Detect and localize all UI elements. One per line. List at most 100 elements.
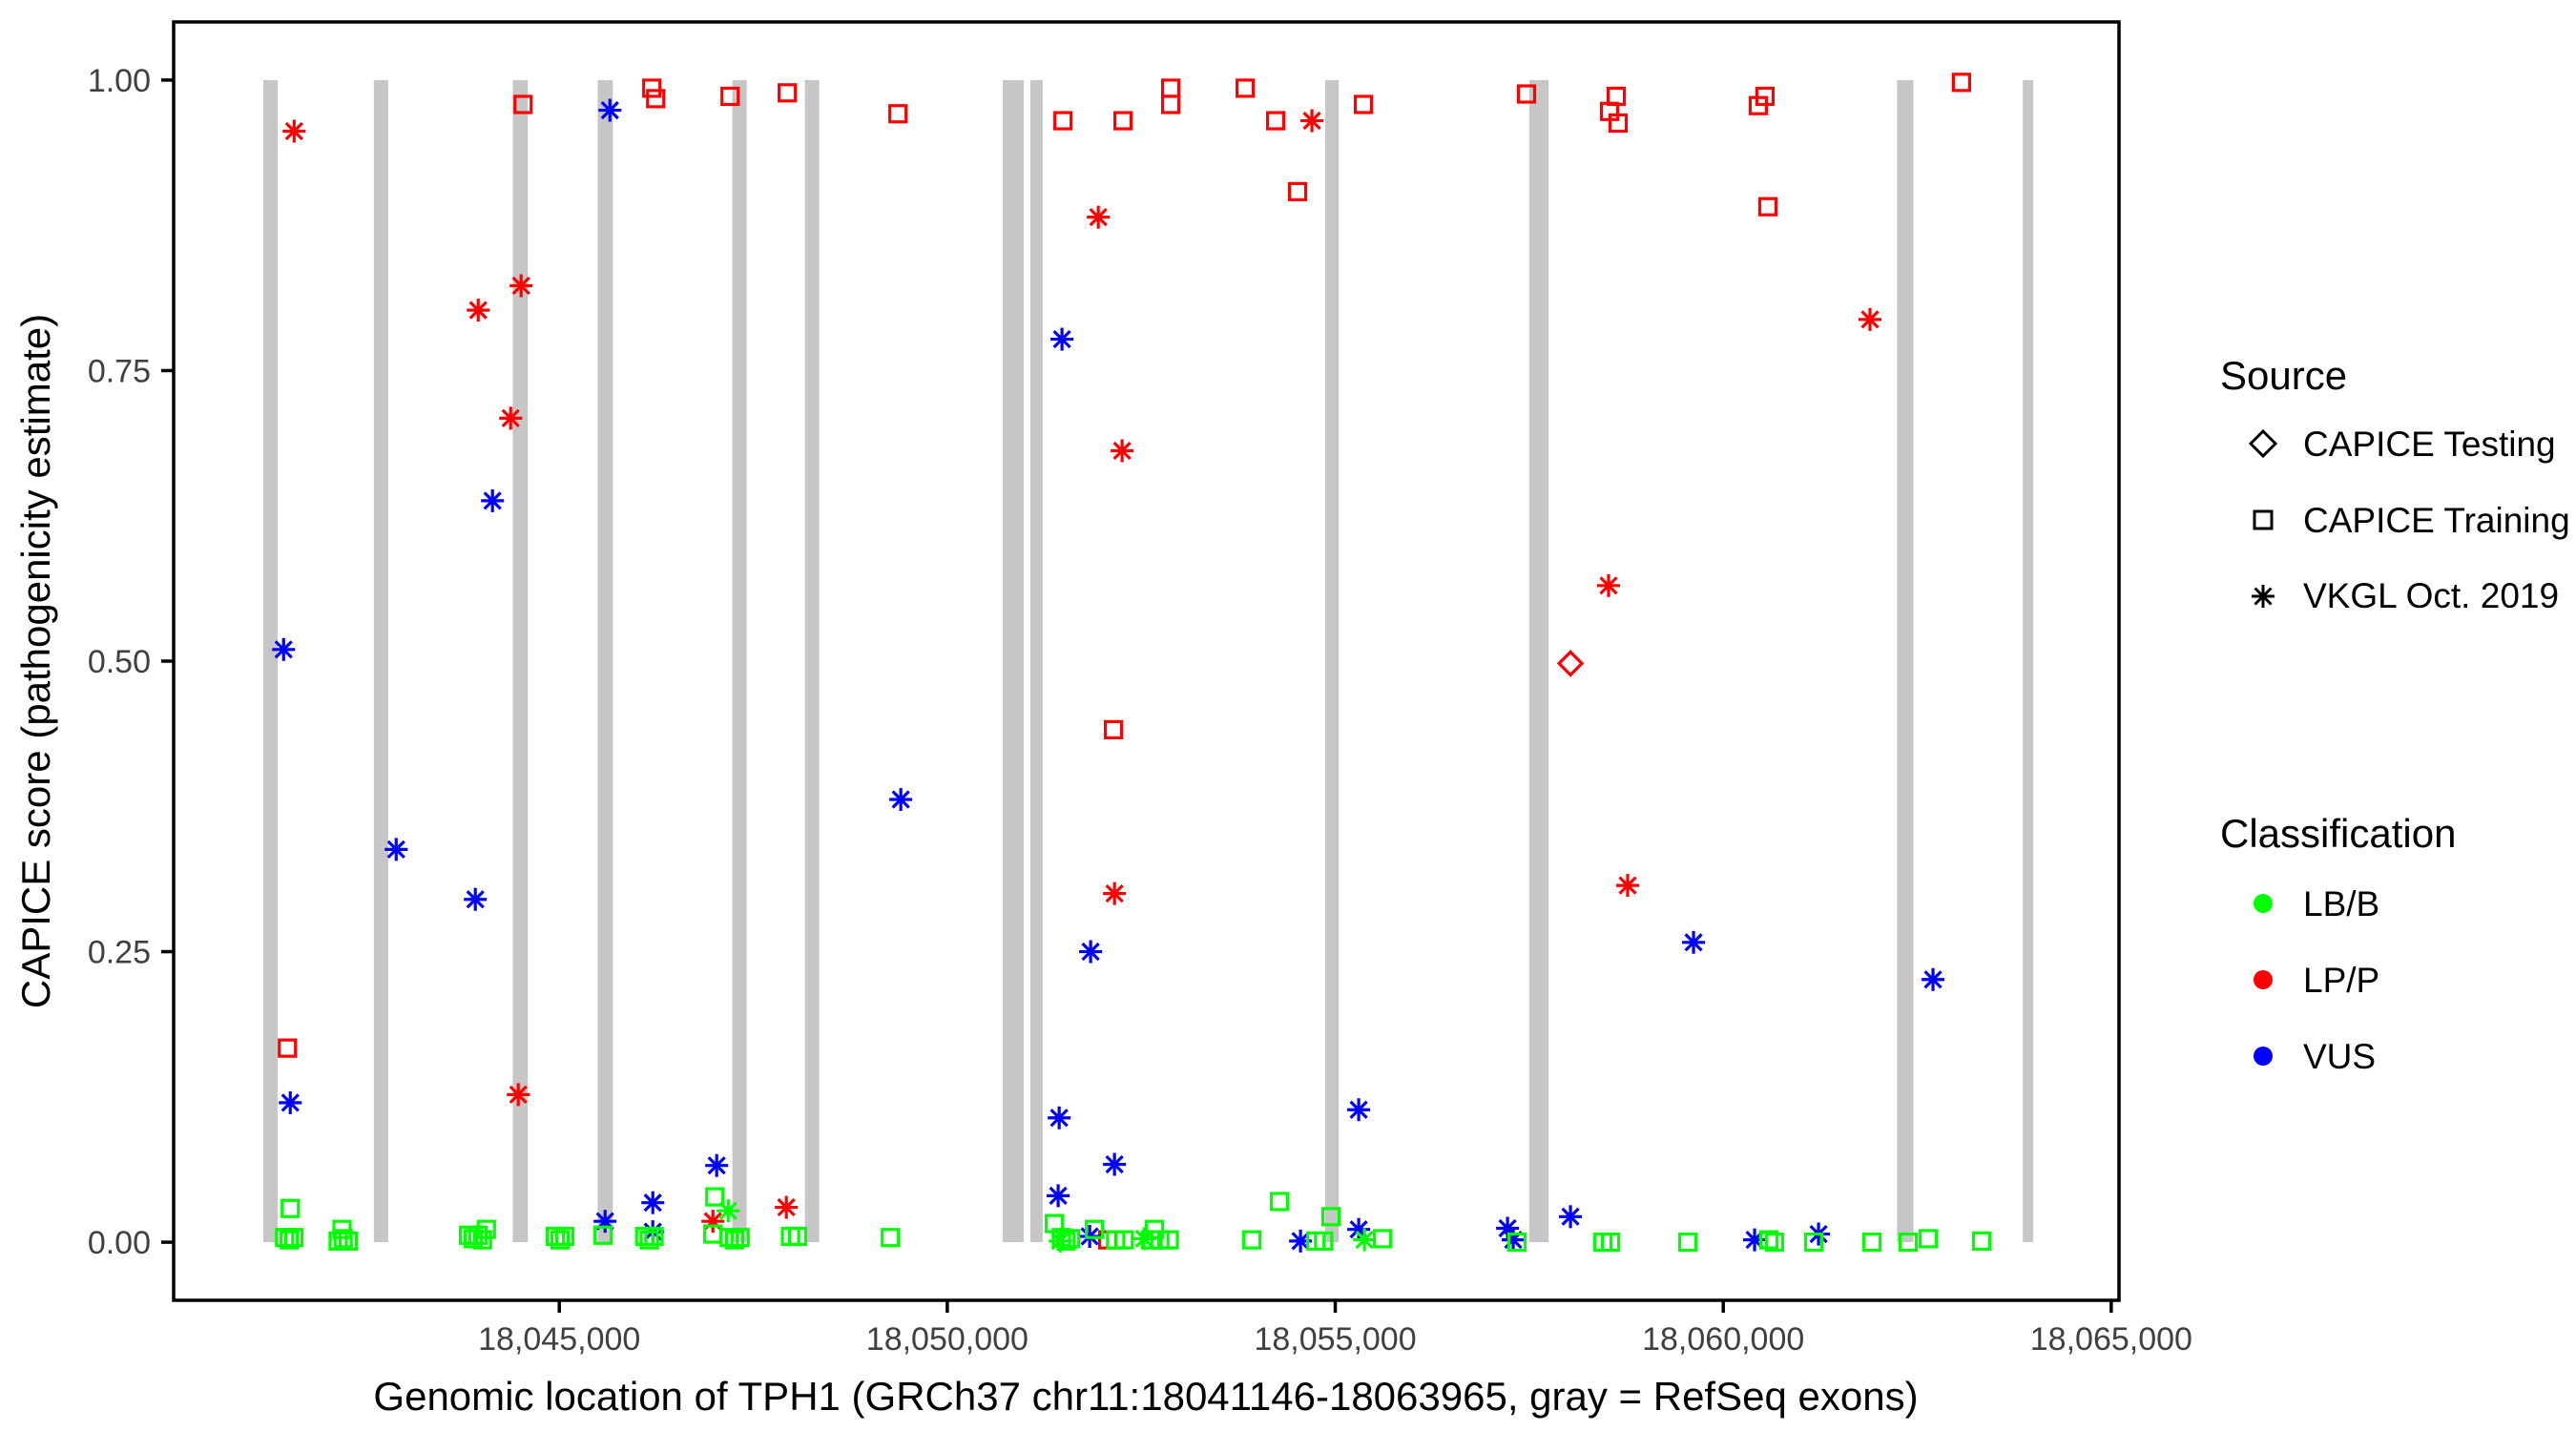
- data-point-square: [278, 1038, 298, 1058]
- data-point-square: [593, 1225, 613, 1245]
- data-point-asterisk: [384, 838, 408, 861]
- asterisk-arm: [466, 890, 485, 909]
- legend-source-title: Source: [2220, 353, 2347, 398]
- data-point-square: [1053, 111, 1073, 131]
- data-point-square: [1287, 181, 1308, 201]
- data-point-square: [472, 1230, 492, 1250]
- exon-bar: [804, 79, 820, 1243]
- asterisk-arm: [1618, 876, 1637, 895]
- data-point-square: [333, 1229, 353, 1249]
- data-point-square: [338, 1231, 359, 1251]
- asterisk-arm: [386, 840, 405, 859]
- data-point-square: [642, 78, 662, 98]
- asterisk-arm: [1923, 970, 1942, 989]
- x-tick-label: 18,050,000: [866, 1321, 1028, 1358]
- asterisk-arm: [1134, 1229, 1153, 1249]
- data-point-asterisk: [464, 887, 488, 911]
- asterisk-arm: [643, 1193, 662, 1213]
- legend-item-vus: VUS: [2254, 1037, 2376, 1076]
- data-point-square: [1161, 78, 1181, 98]
- data-point-asterisk: [1047, 1184, 1070, 1208]
- data-point-asterisk: [507, 1083, 530, 1107]
- data-point-square: [730, 1228, 750, 1248]
- legend-item-lbb: LB/B: [2254, 884, 2379, 923]
- data-point-square: [1103, 719, 1124, 739]
- asterisk-arm: [891, 790, 910, 809]
- data-point-square: [1265, 111, 1286, 131]
- data-point-square: [1114, 1230, 1134, 1250]
- asterisk-arm: [501, 408, 520, 428]
- data-point-diamond: [1556, 650, 1585, 677]
- legend-item-label: CAPICE Training: [2303, 501, 2570, 540]
- data-point-square: [646, 89, 666, 109]
- data-point-square: [280, 1230, 300, 1250]
- data-point-square: [1951, 73, 1971, 93]
- legend-item-lpp: LP/P: [2254, 961, 2379, 1000]
- legend-item-label: LB/B: [2303, 884, 2379, 923]
- legend: Source CAPICE Testing CAPICE Training VK…: [2220, 353, 2570, 1076]
- data-point-asterisk: [499, 406, 523, 430]
- exon-bar: [1003, 79, 1024, 1243]
- asterisk-arm: [1049, 1109, 1069, 1128]
- data-point-asterisk: [1353, 1228, 1377, 1252]
- data-point-asterisk: [1300, 109, 1324, 133]
- asterisk-arm: [1860, 310, 1880, 329]
- legend-item-label: VUS: [2303, 1037, 2376, 1076]
- data-point-square: [888, 104, 908, 124]
- legend-item-label: CAPICE Testing: [2303, 425, 2556, 464]
- asterisk-arm: [1089, 208, 1108, 227]
- data-point-asterisk: [1111, 439, 1134, 463]
- data-point-square: [1314, 1231, 1334, 1251]
- data-point-square: [1898, 1232, 1919, 1253]
- diamond-icon: [2248, 428, 2278, 459]
- data-point-square: [1113, 111, 1133, 131]
- data-point-asterisk: [1048, 1106, 1071, 1130]
- asterisk-arm: [1112, 441, 1132, 461]
- data-point-square: [719, 1228, 739, 1248]
- x-tick-label: 18,060,000: [1642, 1321, 1804, 1358]
- asterisk-arm: [509, 1085, 528, 1104]
- asterisk-arm: [777, 1197, 796, 1217]
- data-point-square: [1353, 94, 1374, 114]
- data-point-asterisk: [593, 1210, 617, 1234]
- legend-item-vkgl: VKGL Oct. 2019: [2252, 576, 2559, 615]
- asterisk-icon: [2252, 585, 2275, 608]
- data-point-asterisk: [1502, 1228, 1526, 1252]
- data-point-square: [724, 1230, 745, 1250]
- data-point-asterisk: [467, 299, 490, 322]
- data-point-square: [550, 1230, 571, 1250]
- data-point-square: [1159, 1230, 1179, 1250]
- data-point-asterisk: [1103, 881, 1127, 905]
- exon-bar: [1029, 79, 1043, 1243]
- data-point-asterisk: [775, 1195, 799, 1219]
- data-point-square: [280, 1198, 301, 1218]
- legend-item-capice-testing: CAPICE Testing: [2248, 425, 2556, 464]
- data-point-asterisk: [272, 637, 296, 661]
- data-point-square: [1764, 1232, 1784, 1253]
- data-point-square: [881, 1228, 901, 1248]
- x-tick-label: 18,055,000: [1254, 1321, 1416, 1358]
- data-point-square: [1918, 1229, 1939, 1249]
- exon-bar: [597, 79, 613, 1243]
- asterisk-arm: [1355, 1231, 1374, 1250]
- data-point-square: [1236, 78, 1256, 98]
- data-point-asterisk: [705, 1153, 729, 1177]
- data-point-square: [639, 1230, 659, 1250]
- data-point-square: [1677, 1232, 1698, 1253]
- data-point-asterisk: [1132, 1227, 1156, 1251]
- data-point-square: [1372, 1229, 1393, 1249]
- data-point-square: [513, 94, 533, 114]
- exon-bar: [732, 79, 747, 1243]
- exon-bar: [262, 79, 278, 1243]
- y-axis-title: CAPICE score (pathogenicity estimate): [13, 314, 58, 1008]
- asterisk-arm: [468, 301, 488, 320]
- lpp-color-dot: [2254, 970, 2273, 989]
- asterisk-arm: [1684, 933, 1703, 952]
- data-point-square: [644, 1226, 664, 1247]
- data-point-square: [1516, 84, 1537, 104]
- asterisk-arm: [1291, 1232, 1310, 1251]
- data-point-asterisk: [1616, 874, 1640, 898]
- asterisk-arm: [707, 1156, 726, 1175]
- data-point-square: [1757, 197, 1778, 217]
